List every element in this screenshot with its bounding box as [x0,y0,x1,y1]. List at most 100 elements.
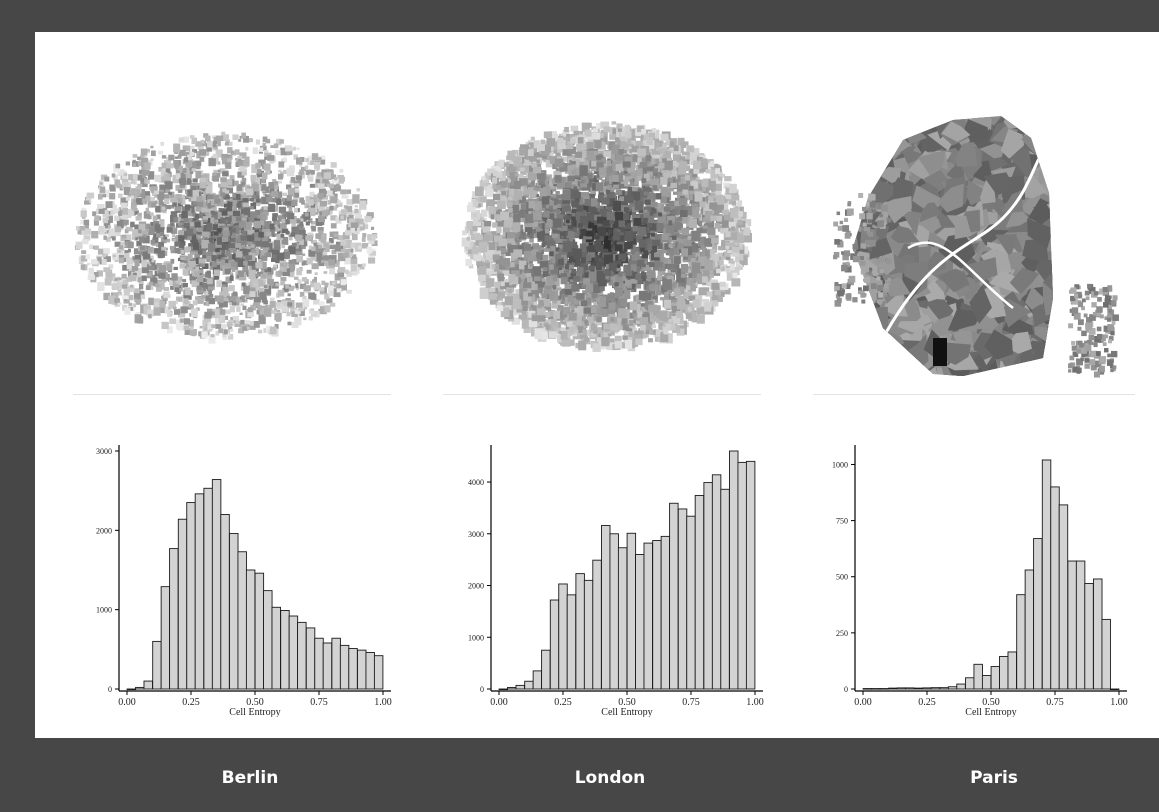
histogram-bar [305,627,316,690]
histogram-bar [357,649,367,690]
y-tick-label: 1000 [832,460,848,469]
histogram-bar [745,460,756,690]
histogram-bar [669,502,679,690]
histogram-bar [737,461,747,690]
histogram-bar [947,686,958,690]
x-tick-label: 1.00 [1110,697,1128,708]
histogram-bar [973,663,983,690]
x-tick-label: 0.75 [682,697,700,708]
histogram-bar [169,548,179,690]
histogram-bar [245,569,256,690]
y-tick-label: 250 [836,629,848,638]
histogram-bar [862,688,873,690]
histogram-bar [922,687,932,690]
histogram-bar [373,655,384,690]
histogram-bar [592,559,602,690]
histogram-bar [271,606,281,690]
histogram-bar [237,551,247,690]
histogram-bar [888,687,898,690]
histogram-bar [126,688,137,691]
x-tick-label: 0.75 [1046,697,1064,708]
y-tick-label: 3000 [468,530,484,539]
histogram-bar [871,688,881,690]
paris-map-icon [813,98,1135,395]
x-tick-label: 0.75 [310,697,328,708]
histogram-bar [1050,486,1060,690]
y-tick-label: 2000 [96,526,112,535]
y-tick-label: 1000 [468,633,484,642]
x-tick-label: 0.25 [918,697,936,708]
x-tick-label: 0.50 [982,697,1000,708]
histogram-bar [601,525,611,690]
histogram-bar [583,579,594,690]
x-tick-label: 0.50 [246,697,264,708]
histogram-bar [1007,651,1017,690]
histogram-bar [297,621,307,690]
histogram-bar [339,644,350,690]
histogram-bar [896,687,907,690]
berlin-map-icon [73,98,391,395]
histogram-bar [211,479,222,690]
histogram-bar [686,515,696,690]
y-tick-label: 3000 [96,447,112,456]
histogram-bar [626,532,637,690]
x-tick-label: 1.00 [746,697,764,708]
y-tick-label: 4000 [468,478,484,487]
berlin-histogram: 0.00 0.25 0.50 0.75 1.00 0 1000 2000 3000 Cell En… [71,437,401,722]
histogram-bar [135,686,145,690]
histogram-bar [575,573,585,690]
histogram-bar [990,666,1001,690]
histogram-bar [524,680,534,690]
histogram-bar [229,533,239,690]
histogram-bar [203,487,213,690]
histogram-bar [314,637,324,690]
histogram-bar [1109,688,1120,691]
x-axis-label: Cell Entropy [965,707,1016,717]
histogram-bar [177,518,188,690]
histogram-bar [566,594,577,690]
histogram-bar [331,637,341,690]
histogram-bar [913,687,924,690]
histogram-bar [160,586,171,690]
histogram-bar [981,675,992,690]
y-tick-label: 750 [836,517,848,526]
histogram-bar [1067,560,1077,690]
histogram-bar [220,514,230,690]
y-tick-label: 2000 [468,582,484,591]
histogram-bar [507,686,517,690]
histogram-bar [729,450,739,690]
figure-panel: 0.00 0.25 0.50 0.75 1.00 0 1000 2000 3000 Cell En… [35,32,1159,738]
histogram-bar [652,540,662,690]
histogram-bar [617,547,628,690]
histogram-bar [1093,578,1103,690]
city-label-london: London [574,768,646,788]
histogram-bar [720,488,730,690]
histogram-bar [939,687,949,690]
histogram-bar [879,688,889,690]
histogram-bar [643,542,653,690]
histogram-bar [280,610,290,690]
x-tick-label: 0.00 [490,697,508,708]
histogram-bar [1024,569,1035,690]
histogram-bar [711,474,722,690]
y-tick-label: 0 [480,685,484,694]
histogram-bar [1058,504,1069,690]
histogram-bar [660,535,671,690]
histogram-bar [930,687,941,690]
x-axis-label: Cell Entropy [229,707,280,717]
city-label-berlin: Berlin [221,768,279,788]
histogram-bar [549,599,560,690]
histogram-bar [515,684,525,690]
histogram-bar [677,508,688,690]
x-axis-label: Cell Entropy [601,707,652,717]
histogram-bar [1075,560,1086,690]
histogram-bar [288,615,299,690]
y-tick-label: 0 [844,685,848,694]
histogram-bar [152,640,162,690]
x-tick-label: 0.50 [618,697,636,708]
x-tick-label: 0.25 [182,697,200,708]
histogram-bar [999,655,1009,690]
histogram-bar [956,683,966,690]
y-tick-label: 500 [836,573,848,582]
